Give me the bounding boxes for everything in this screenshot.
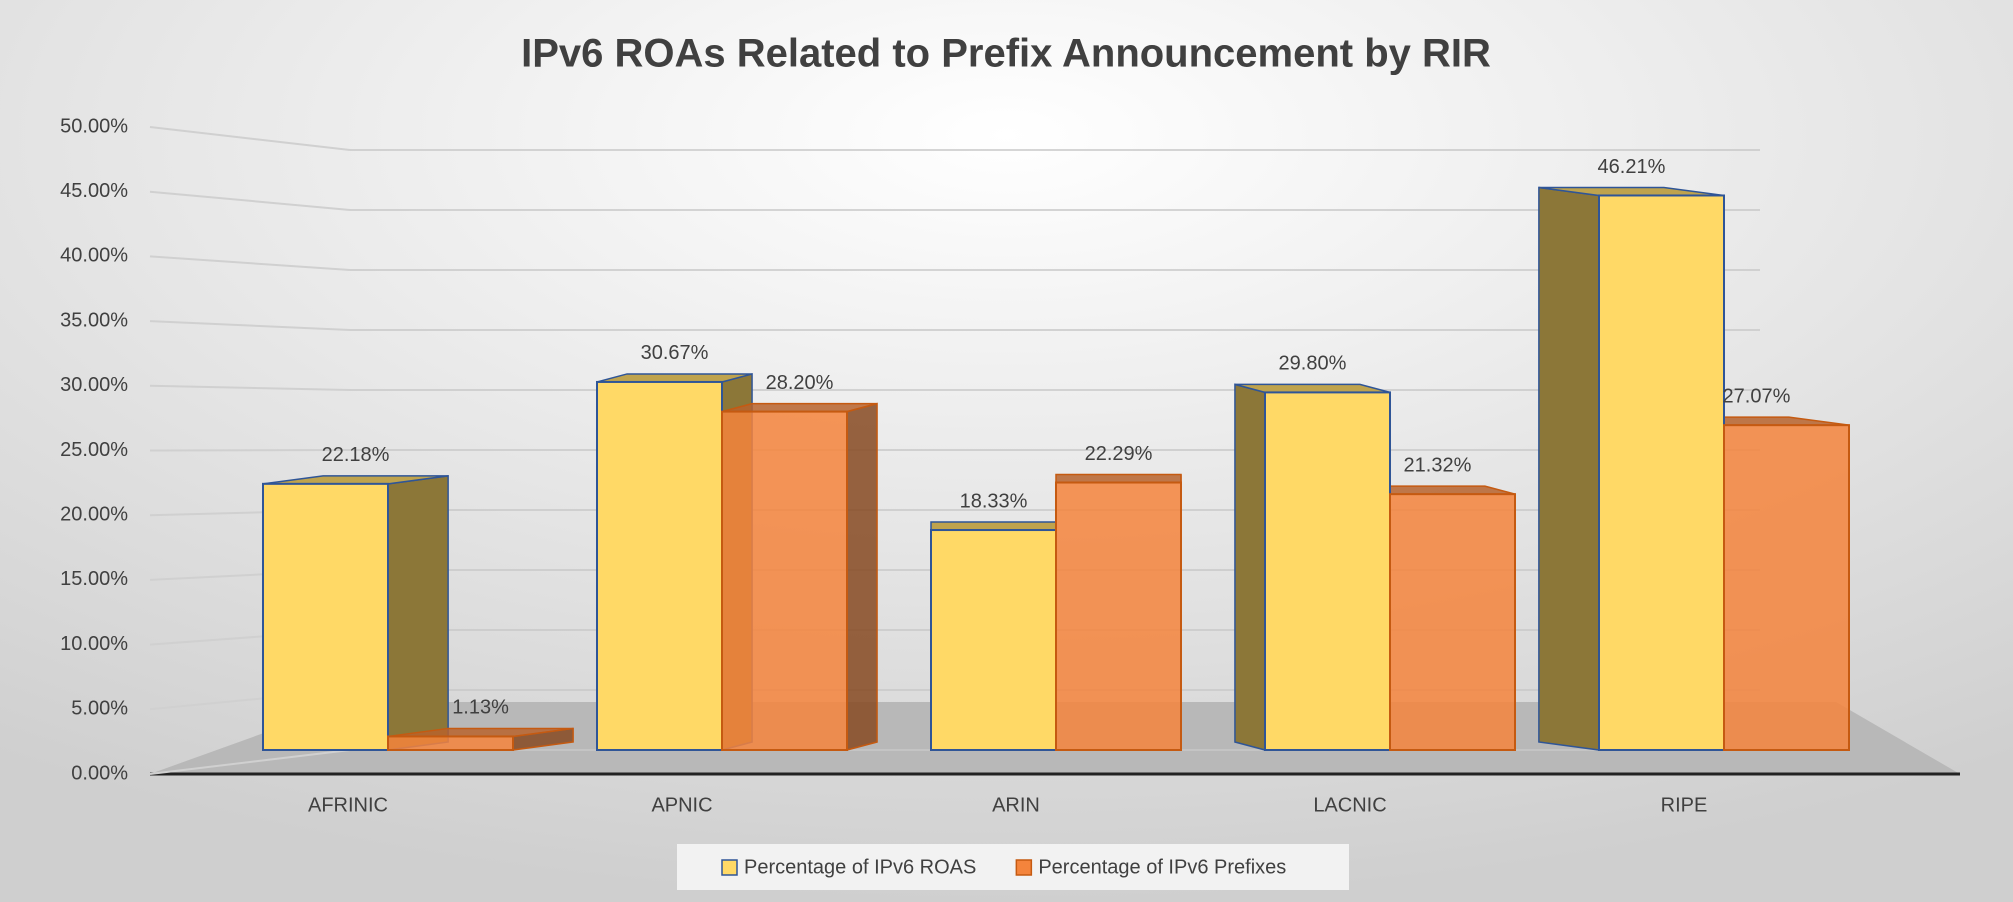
bar-side: [387, 474, 449, 751]
y-tick-label: 25.00%: [60, 439, 128, 461]
y-tick-label: 5.00%: [71, 698, 128, 720]
data-label: 29.80%: [1279, 353, 1347, 375]
x-tick-label: AFRINIC: [308, 794, 388, 816]
y-tick-label: 50.00%: [60, 115, 128, 137]
y-tick-label: 15.00%: [60, 568, 128, 590]
grid-line: [149, 384, 351, 391]
data-label: 28.20%: [766, 372, 834, 394]
legend-swatch: [721, 859, 738, 876]
grid-line: [149, 126, 351, 151]
bar-top: [596, 373, 753, 383]
bar-side: [1234, 383, 1266, 751]
legend-label: Percentage of IPv6 Prefixes: [1038, 856, 1286, 878]
bar-top: [721, 402, 878, 413]
legend-label: Percentage of IPv6 ROAS: [744, 856, 976, 878]
bar-top: [1055, 473, 1182, 484]
y-tick-label: 40.00%: [60, 245, 128, 267]
y-tick-label: 45.00%: [60, 180, 128, 202]
grid-line: [149, 320, 351, 331]
bar-top: [930, 521, 1057, 531]
grid-line: [149, 255, 351, 271]
data-label: 22.29%: [1085, 443, 1153, 465]
data-label: 46.21%: [1598, 156, 1666, 178]
x-tick-label: ARIN: [992, 794, 1040, 816]
bar: [1389, 493, 1516, 751]
data-label: 21.32%: [1404, 454, 1472, 476]
data-label: 1.13%: [452, 697, 509, 719]
bar: [1264, 391, 1391, 751]
bar: [1598, 194, 1725, 752]
bar: [596, 380, 723, 751]
bar: [262, 482, 389, 751]
legend-box: [677, 844, 1349, 890]
bar: [930, 529, 1057, 751]
y-tick-label: 30.00%: [60, 374, 128, 396]
y-tick-label: 20.00%: [60, 503, 128, 525]
x-tick-label: APNIC: [651, 794, 712, 816]
bar: [1055, 481, 1182, 751]
grid-line: [149, 449, 351, 452]
data-label: 27.07%: [1723, 385, 1791, 407]
legend-swatch: [1015, 859, 1033, 876]
data-label: 18.33%: [960, 490, 1028, 512]
data-label: 30.67%: [641, 342, 709, 364]
x-tick-label: RIPE: [1661, 794, 1708, 816]
bar-side: [1538, 186, 1600, 751]
bar: [1723, 424, 1850, 751]
bar: [387, 735, 514, 752]
grid-line: [149, 190, 351, 211]
bar-top: [1234, 383, 1391, 394]
data-label: 22.18%: [322, 444, 390, 466]
y-tick-label: 0.00%: [71, 762, 128, 784]
x-tick-label: LACNIC: [1313, 794, 1386, 816]
grid-line: [149, 749, 351, 775]
bar: [721, 410, 848, 751]
y-tick-label: 35.00%: [60, 309, 128, 331]
chart-title: IPv6 ROAs Related to Prefix Announcement…: [521, 32, 1491, 76]
y-tick-label: 10.00%: [60, 633, 128, 655]
bar-side: [846, 402, 878, 751]
